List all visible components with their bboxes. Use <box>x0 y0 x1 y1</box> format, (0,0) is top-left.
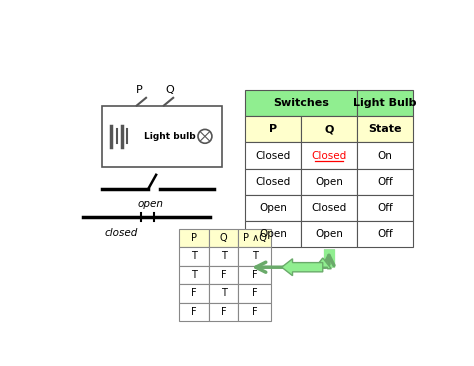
Bar <box>357 142 413 169</box>
Bar <box>209 229 238 247</box>
Text: Open: Open <box>315 229 343 239</box>
Bar <box>357 169 413 195</box>
Text: F: F <box>252 307 257 317</box>
Text: Light Bulb: Light Bulb <box>353 98 417 108</box>
Text: Off: Off <box>377 229 392 239</box>
Text: Off: Off <box>377 177 392 187</box>
Text: Closed: Closed <box>311 150 346 161</box>
FancyArrow shape <box>282 259 323 276</box>
Bar <box>209 303 238 321</box>
Text: T: T <box>220 288 227 298</box>
FancyArrow shape <box>314 258 331 269</box>
Bar <box>245 195 301 221</box>
Text: State: State <box>368 124 401 134</box>
Text: Closed: Closed <box>255 177 291 187</box>
Bar <box>245 116 301 142</box>
Text: open: open <box>138 199 164 209</box>
Text: P: P <box>136 85 143 95</box>
Bar <box>301 142 357 169</box>
Bar <box>301 116 357 142</box>
Text: P: P <box>269 124 277 134</box>
Text: Light bulb: Light bulb <box>144 132 196 141</box>
Text: P ∧Q: P ∧Q <box>243 233 266 243</box>
Text: Closed: Closed <box>311 203 346 213</box>
Bar <box>238 303 271 321</box>
Bar <box>238 284 271 303</box>
Text: F: F <box>252 270 257 280</box>
Bar <box>245 142 301 169</box>
Bar <box>357 90 413 116</box>
Bar <box>238 266 271 284</box>
Bar <box>179 303 209 321</box>
Text: Off: Off <box>377 203 392 213</box>
Bar <box>179 284 209 303</box>
Bar <box>245 169 301 195</box>
Bar <box>301 195 357 221</box>
Text: Open: Open <box>259 203 287 213</box>
Bar <box>357 221 413 247</box>
Text: closed: closed <box>105 228 138 238</box>
Bar <box>209 266 238 284</box>
Text: Closed: Closed <box>255 150 291 161</box>
Bar <box>238 247 271 266</box>
Bar <box>357 195 413 221</box>
Text: F: F <box>191 307 197 317</box>
Bar <box>238 229 271 247</box>
Bar <box>245 221 301 247</box>
Bar <box>179 229 209 247</box>
Text: Switches: Switches <box>273 98 329 108</box>
Bar <box>245 90 357 116</box>
Bar <box>102 105 222 167</box>
Text: T: T <box>191 270 197 280</box>
Text: P: P <box>191 233 197 243</box>
Bar <box>179 247 209 266</box>
Text: F: F <box>252 288 257 298</box>
Text: On: On <box>377 150 392 161</box>
Text: F: F <box>221 270 227 280</box>
Bar <box>357 116 413 142</box>
Bar <box>301 169 357 195</box>
Text: Open: Open <box>315 177 343 187</box>
Bar <box>179 266 209 284</box>
Text: Open: Open <box>259 229 287 239</box>
Text: T: T <box>220 251 227 261</box>
Text: F: F <box>221 307 227 317</box>
Text: Q: Q <box>220 233 228 243</box>
Text: F: F <box>191 288 197 298</box>
Bar <box>209 284 238 303</box>
Bar <box>301 221 357 247</box>
Text: T: T <box>252 251 257 261</box>
Bar <box>209 247 238 266</box>
Text: T: T <box>191 251 197 261</box>
Text: Q: Q <box>165 85 173 95</box>
Text: Q: Q <box>324 124 334 134</box>
